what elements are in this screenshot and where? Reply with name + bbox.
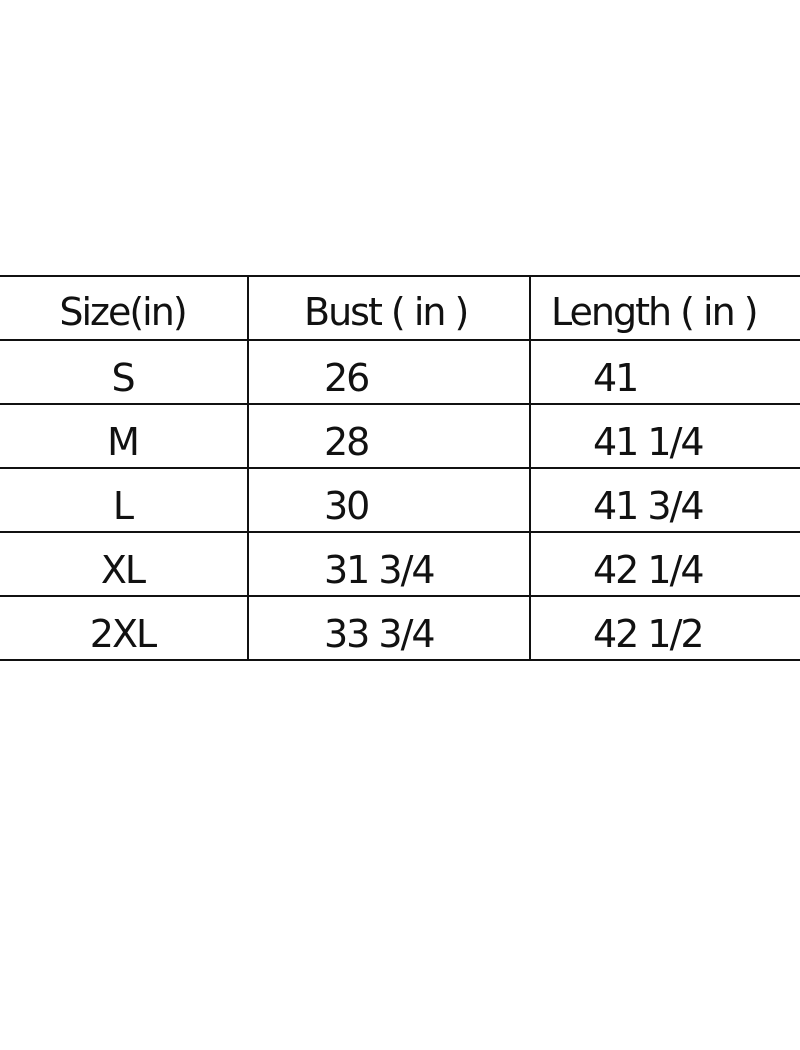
- table-row: XL 31 3/4 42 1/4: [0, 531, 800, 597]
- header-bust: Bust ( in ): [247, 275, 531, 341]
- cell-size: 2XL: [0, 595, 249, 661]
- table-row: L 30 41 3/4: [0, 467, 800, 533]
- size-chart-table: Size(in) Bust ( in ) Length ( in ) S 26 …: [0, 275, 800, 661]
- table-header-row: Size(in) Bust ( in ) Length ( in ): [0, 275, 800, 341]
- header-size: Size(in): [0, 275, 249, 341]
- cell-length: 42 1/4: [529, 531, 800, 597]
- cell-bust: 28: [247, 403, 531, 469]
- cell-size: L: [0, 467, 249, 533]
- header-length: Length ( in ): [529, 275, 800, 341]
- cell-length: 41 3/4: [529, 467, 800, 533]
- cell-size: XL: [0, 531, 249, 597]
- cell-length: 41: [529, 339, 800, 405]
- cell-length: 42 1/2: [529, 595, 800, 661]
- cell-bust: 26: [247, 339, 531, 405]
- table-row: S 26 41: [0, 339, 800, 405]
- table-row: M 28 41 1/4: [0, 403, 800, 469]
- table-row: 2XL 33 3/4 42 1/2: [0, 595, 800, 661]
- cell-bust: 33 3/4: [247, 595, 531, 661]
- cell-size: S: [0, 339, 249, 405]
- cell-bust: 30: [247, 467, 531, 533]
- cell-size: M: [0, 403, 249, 469]
- cell-length: 41 1/4: [529, 403, 800, 469]
- cell-bust: 31 3/4: [247, 531, 531, 597]
